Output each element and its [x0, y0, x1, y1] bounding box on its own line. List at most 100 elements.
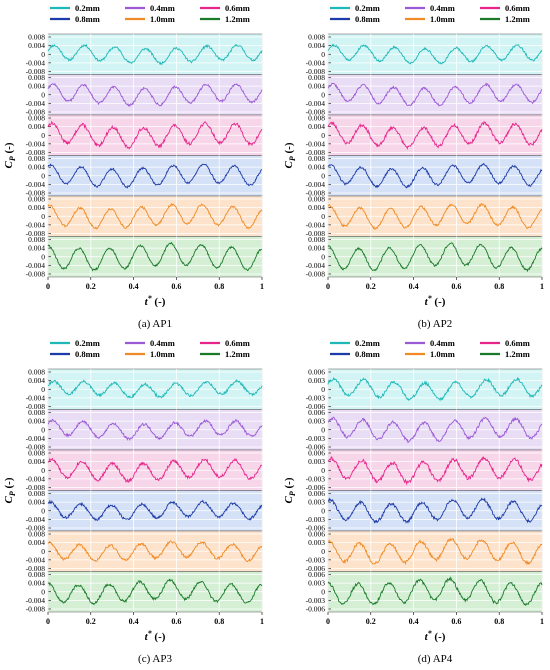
y-axis-label: CP (-)	[283, 477, 297, 503]
legend-item-1.0mm: 1.0mm	[125, 14, 175, 24]
y-tick-label: 0.006	[308, 570, 325, 579]
x-tick-label: 0.2	[86, 282, 96, 291]
x-tick-label: 0.8	[214, 617, 224, 626]
y-tick-label: 0	[321, 587, 325, 596]
legend-label: 0.8mm	[75, 14, 100, 24]
y-tick-label: -0.008	[26, 443, 46, 452]
y-tick-label: -0.008	[306, 148, 326, 157]
x-tick-label: 0.6	[171, 282, 181, 291]
y-tick-label: 0	[41, 587, 45, 596]
series-line-1.2mm	[47, 578, 263, 606]
y-tick-label: -0.003	[306, 434, 326, 443]
y-tick-label: -0.004	[306, 139, 326, 148]
legend-label: 0.2mm	[75, 338, 100, 348]
legend: 0.2mm 0.4mm 0.6mm 0.8mm 1.0mm 1.2mm	[50, 3, 250, 24]
y-tick-label: -0.006	[306, 564, 326, 573]
y-tick-label: -0.006	[306, 605, 326, 614]
legend-label: 0.4mm	[430, 338, 455, 348]
y-tick-label: -0.008	[26, 402, 46, 411]
x-tick-label: 0	[326, 617, 330, 626]
y-tick-label: 0.008	[28, 154, 45, 163]
y-tick-label: 0.008	[28, 530, 45, 539]
series-line-0.2mm	[327, 376, 543, 402]
legend-item-0.2mm: 0.2mm	[330, 338, 380, 348]
series-line-0.2mm	[47, 378, 263, 399]
legend-item-0.8mm: 0.8mm	[330, 349, 380, 359]
legend-item-0.6mm: 0.6mm	[200, 338, 250, 348]
y-tick-label: -0.008	[26, 605, 46, 614]
y-tick-label: -0.004	[26, 139, 46, 148]
y-tick-label: 0	[321, 90, 325, 99]
y-tick-label: 0	[321, 212, 325, 221]
y-tick-label: 0.008	[308, 33, 325, 42]
x-tick-label: 0.8	[214, 282, 224, 291]
legend-item-1.2mm: 1.2mm	[480, 14, 530, 24]
x-tick-label: 0.6	[171, 617, 181, 626]
y-tick-label: -0.006	[306, 483, 326, 492]
y-tick-label: -0.004	[26, 393, 46, 402]
y-tick-label: 0.004	[28, 417, 45, 426]
x-tick-label: 0.2	[366, 282, 376, 291]
y-tick-label: 0.004	[28, 244, 45, 253]
series-line-0.6mm	[47, 120, 263, 150]
x-tick-label: 0	[46, 282, 50, 291]
series-line-1.0mm	[327, 537, 543, 566]
y-tick-label: 0.003	[308, 376, 325, 385]
y-tick-label: 0.004	[308, 244, 325, 253]
series-line-0.8mm	[327, 163, 543, 189]
legend-label: 1.2mm	[505, 349, 530, 359]
x-tick-label: 0.8	[494, 282, 504, 291]
y-tick-label: -0.004	[26, 555, 46, 564]
y-tick-label: -0.003	[306, 515, 326, 524]
legend-label: 0.8mm	[355, 349, 380, 359]
y-tick-label: 0	[41, 252, 45, 261]
y-tick-label: -0.004	[26, 434, 46, 443]
y-tick-label: -0.004	[26, 58, 46, 67]
y-tick-label: 0.008	[308, 114, 325, 123]
y-tick-label: -0.004	[306, 261, 326, 270]
y-tick-label: 0.008	[308, 195, 325, 204]
y-tick-label: 0.006	[308, 489, 325, 498]
legend-label: 0.8mm	[75, 349, 100, 359]
y-tick-label: 0.008	[28, 489, 45, 498]
legend-item-0.2mm: 0.2mm	[50, 3, 100, 13]
y-tick-label: -0.004	[26, 596, 46, 605]
y-tick-label: -0.003	[306, 555, 326, 564]
y-tick-label: -0.008	[26, 67, 46, 76]
y-tick-label: 0.006	[308, 368, 325, 377]
legend-label: 0.6mm	[225, 3, 250, 13]
y-tick-label: -0.008	[306, 189, 326, 198]
x-axis-label: t* (-)	[145, 294, 166, 308]
y-tick-label: 0.008	[28, 114, 45, 123]
y-tick-label: 0.008	[28, 368, 45, 377]
legend-label: 1.0mm	[430, 14, 455, 24]
y-tick-label: -0.003	[306, 474, 326, 483]
series-line-0.4mm	[327, 82, 543, 107]
legend-label: 1.0mm	[150, 14, 175, 24]
x-axis-label: t* (-)	[425, 294, 446, 308]
y-tick-label: 0.003	[308, 498, 325, 507]
y-tick-label: -0.008	[26, 270, 46, 279]
series-line-1.0mm	[47, 202, 263, 230]
legend-label: 0.2mm	[355, 338, 380, 348]
legend-item-1.0mm: 1.0mm	[405, 349, 455, 359]
x-tick-label: 0	[46, 617, 50, 626]
y-tick-label: -0.004	[26, 180, 46, 189]
y-tick-label: 0.006	[308, 408, 325, 417]
y-tick-label: -0.008	[26, 108, 46, 117]
legend: 0.2mm 0.4mm 0.6mm 0.8mm 1.0mm 1.2mm	[330, 3, 530, 24]
y-tick-label: 0.004	[28, 376, 45, 385]
y-tick-label: 0.004	[28, 203, 45, 212]
y-tick-label: 0.008	[28, 195, 45, 204]
series-line-0.8mm	[47, 499, 263, 522]
